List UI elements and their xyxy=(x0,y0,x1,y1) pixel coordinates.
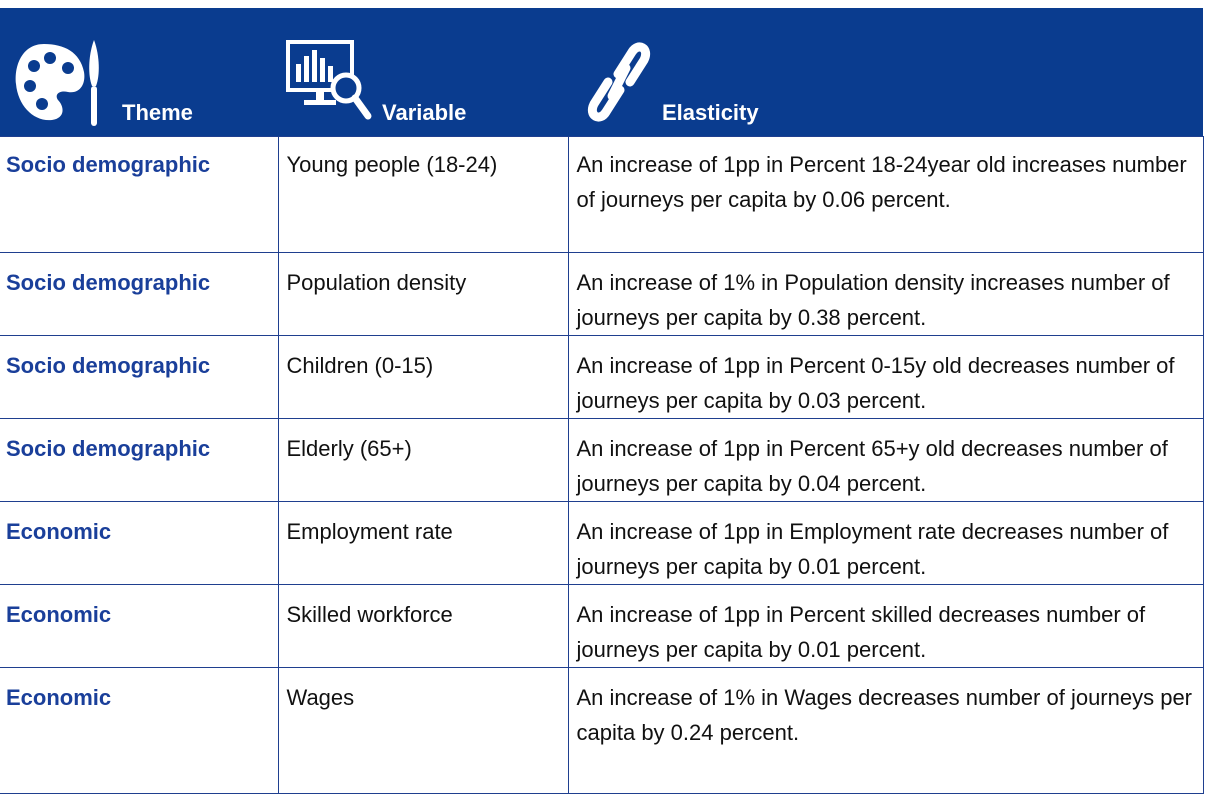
table-row: Socio demographic Children (0-15) An incre… xyxy=(0,335,1204,419)
header-cell: Variable xyxy=(278,8,568,137)
theme-cell: Socio demographic xyxy=(0,335,279,419)
elasticity-cell: An increase of 1pp in Percent skilled de… xyxy=(567,584,1204,668)
variable-cell: Young people (18-24) xyxy=(277,136,569,253)
page: Theme Variable Elasticity Soci xyxy=(0,8,1204,794)
header-row: Theme Variable Elasticity xyxy=(0,8,1203,137)
theme-cell: Socio demographic xyxy=(0,136,279,253)
variable-cell: Population density xyxy=(277,252,569,336)
header-cell: Theme xyxy=(0,8,278,137)
elasticity-cell: An increase of 1pp in Percent 18-24year … xyxy=(567,136,1204,253)
elasticity-cell: An increase of 1pp in Percent 0-15y old … xyxy=(567,335,1204,419)
table-row: Socio demographic Elderly (65+) An increas… xyxy=(0,418,1204,502)
table-row: Socio demographic Population density An in… xyxy=(0,252,1204,336)
theme-cell: Socio demographic xyxy=(0,252,279,336)
table-row: Economic Skilled workforce An increase of … xyxy=(0,584,1204,668)
variable-cell: Children (0-15) xyxy=(277,335,569,419)
header-label: Theme xyxy=(122,100,193,125)
theme-cell: Economic xyxy=(0,667,279,794)
theme-cell: Socio demographic xyxy=(0,418,279,502)
table: Theme Variable Elasticity Soci xyxy=(0,8,1204,794)
variable-cell: Skilled workforce xyxy=(277,584,569,668)
theme-cell: Economic xyxy=(0,584,279,668)
variable-cell: Wages xyxy=(277,667,569,794)
elasticity-cell: An increase of 1% in Population density … xyxy=(567,252,1204,336)
table-row: Socio demographic Young people (18-24) An … xyxy=(0,136,1204,253)
header-cell: Elasticity xyxy=(568,8,1203,137)
elasticity-cell: An increase of 1pp in Employment rate de… xyxy=(567,501,1204,585)
variable-cell: Employment rate xyxy=(277,501,569,585)
table-body: Socio demographic Young people (18-24) An … xyxy=(0,136,1204,794)
monitor-icon xyxy=(286,40,372,120)
elasticity-cell: An increase of 1% in Wages decreases num… xyxy=(567,667,1204,794)
table-row: Economic Employment rate An increase of 1p… xyxy=(0,501,1204,585)
header-label: Elasticity xyxy=(662,100,759,125)
header-label: Variable xyxy=(382,100,467,125)
link-icon xyxy=(588,42,650,122)
table-wrap: Theme Variable Elasticity Soci xyxy=(0,8,1204,794)
palette-icon xyxy=(15,40,99,126)
variable-cell: Elderly (65+) xyxy=(277,418,569,502)
theme-cell: Economic xyxy=(0,501,279,585)
elasticity-cell: An increase of 1pp in Percent 65+y old d… xyxy=(567,418,1204,502)
table-row: Economic Wages An increase of 1% in Wages … xyxy=(0,667,1204,794)
